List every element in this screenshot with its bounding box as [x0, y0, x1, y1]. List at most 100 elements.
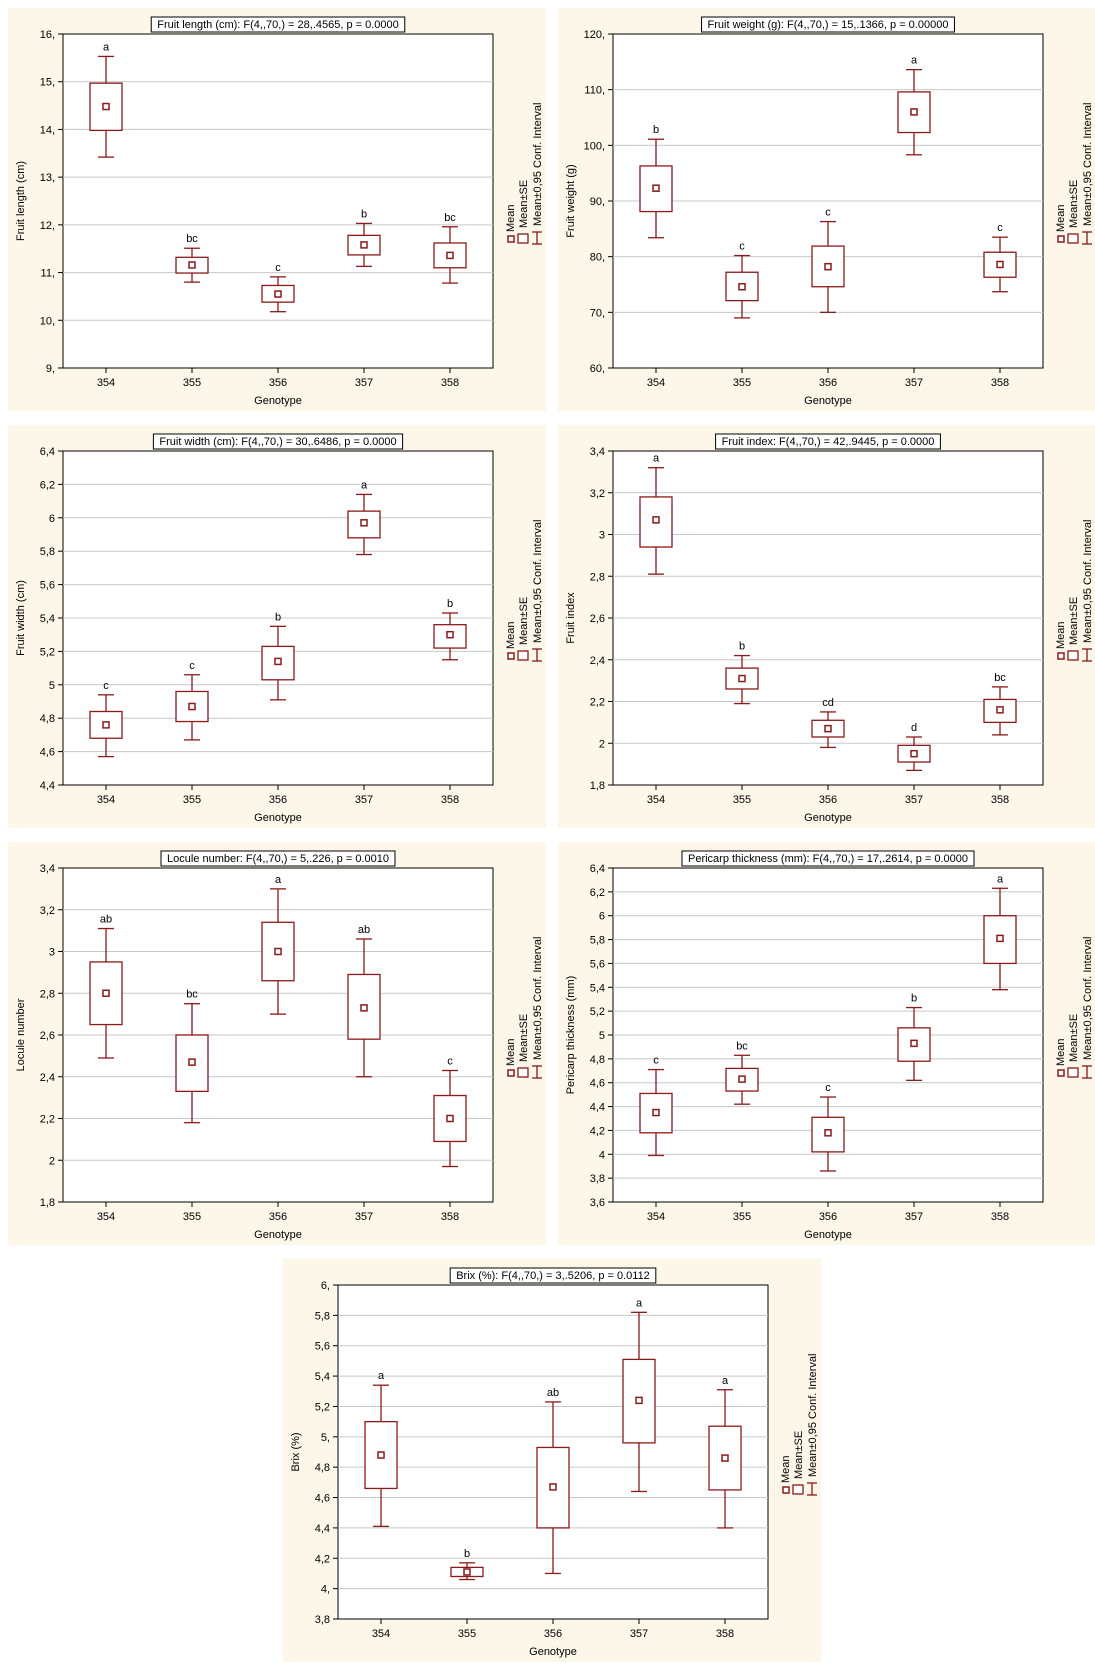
box-357: b [897, 993, 931, 1081]
legend-se-marker [517, 233, 529, 244]
x-tick-label: 357 [905, 794, 923, 806]
y-axis-label: Fruit width (cm) [15, 580, 27, 656]
x-tick-label: 356 [544, 1628, 562, 1640]
legend-ci-label: Mean±0,95 Conf. Interval [1082, 103, 1094, 226]
mean-marker [738, 282, 746, 291]
box-354: ab [89, 914, 123, 1059]
box-358: a [708, 1375, 742, 1529]
box-358: a [983, 873, 1017, 991]
y-tick-label: 80, [590, 252, 605, 264]
group-letter: a [653, 453, 660, 465]
y-tick-label: 16, [40, 29, 55, 41]
y-tick-label: 2,6 [40, 1030, 55, 1042]
y-tick-label: 2,2 [40, 1114, 55, 1126]
x-tick-label: 358 [991, 794, 1009, 806]
box-358: b [433, 598, 467, 661]
y-tick-label: 2,4 [590, 655, 605, 667]
y-tick-label: 6,2 [590, 887, 605, 899]
mean-marker [188, 702, 196, 711]
y-tick-label: 110, [584, 85, 605, 97]
y-axis-label: Fruit weight (g) [565, 164, 577, 237]
se-box [89, 710, 123, 739]
chart-title: Pericarp thickness (mm): F(4,,70,) = 17,… [688, 853, 968, 865]
y-tick-label: 4,2 [315, 1553, 330, 1565]
mean-marker [996, 260, 1004, 269]
group-letter: c [997, 222, 1003, 234]
mean-marker [721, 1454, 729, 1462]
group-letter: bc [186, 233, 198, 245]
chart-title-box [152, 433, 404, 450]
y-axis-label: Fruit index [565, 592, 577, 644]
box-354: b [639, 124, 673, 239]
y-tick-label: 4,6 [40, 747, 55, 759]
legend: Mean Mean±SE Mean±0,95 Conf. Interval [505, 520, 544, 662]
y-tick-label: 3,2 [40, 905, 55, 917]
group-letter: bc [444, 212, 456, 224]
box-356: b [261, 611, 295, 701]
x-tick-label: 354 [647, 794, 665, 806]
box-354: a [639, 453, 673, 575]
group-letter: b [653, 124, 659, 136]
chart-title-box [715, 433, 941, 450]
x-tick-label: 354 [97, 794, 115, 806]
x-axis-label: Genotype [804, 812, 852, 824]
legend-se-marker [792, 1484, 804, 1495]
box-356: c [261, 262, 295, 313]
mean-marker [102, 721, 110, 729]
mean-marker [360, 241, 368, 249]
y-tick-label: 6, [321, 1280, 330, 1292]
legend-se-marker [517, 1067, 529, 1078]
group-letter: c [275, 262, 281, 274]
y-tick-label: 3,4 [40, 863, 55, 875]
mean-marker [446, 1114, 454, 1123]
y-tick-label: 5,6 [315, 1341, 330, 1353]
se-box [811, 245, 845, 288]
x-tick-label: 357 [905, 1211, 923, 1223]
x-tick-label: 354 [372, 1628, 390, 1640]
box-356: c [811, 1082, 845, 1172]
x-tick-label: 358 [441, 377, 459, 389]
legend-mean-marker [507, 235, 515, 243]
mean-marker [652, 184, 660, 192]
mean-marker [360, 1004, 368, 1012]
group-letter: b [361, 208, 367, 220]
mean-marker [635, 1396, 643, 1405]
y-tick-label: 4,4 [40, 780, 55, 792]
box-357: a [622, 1297, 656, 1493]
x-tick-label: 355 [183, 1211, 201, 1223]
x-tick-label: 355 [733, 1211, 751, 1223]
mean-marker [274, 947, 282, 956]
mean-marker [274, 290, 282, 298]
y-tick-label: 5,8 [315, 1310, 330, 1322]
group-letter: ab [358, 924, 370, 936]
x-tick-label: 357 [630, 1628, 648, 1640]
x-axis-label: Genotype [804, 395, 852, 407]
box-357: b [347, 208, 381, 268]
chart-svg: 1,8 2 2,2 2,4 2,6 2,8 3 3,2 3,4 354 355 356 357 358 Ge… [15, 850, 544, 1241]
y-tick-label: 4,8 [40, 713, 55, 725]
mean-marker [652, 1108, 660, 1117]
group-letter: a [103, 41, 110, 53]
legend-mean-label: Mean [1055, 204, 1067, 232]
y-tick-label: 6,4 [590, 863, 605, 875]
legend-mean-marker [507, 652, 515, 660]
box-355: bc [175, 989, 209, 1124]
legend: Mean Mean±SE Mean±0,95 Conf. Interval [1055, 520, 1094, 662]
x-tick-label: 355 [733, 377, 751, 389]
group-letter: a [361, 479, 368, 491]
y-axis-label: Locule number [15, 998, 27, 1071]
y-tick-label: 2,4 [40, 1072, 55, 1084]
mean-marker [377, 1451, 385, 1459]
y-tick-label: 3,8 [315, 1614, 330, 1626]
chart-title: Locule number: F(4,,70,) = 5,.226, p = 0… [167, 853, 389, 865]
chart-title: Brix (%): F(4,,70,) = 3,.5206, p = 0.011… [456, 1270, 650, 1282]
y-tick-label: 5,8 [590, 935, 605, 947]
y-tick-label: 1,8 [590, 780, 605, 792]
y-axis-label: Brix (%) [290, 1432, 302, 1471]
legend: Mean Mean±SE Mean±0,95 Conf. Interval [505, 937, 544, 1079]
y-tick-label: 5,6 [40, 580, 55, 592]
x-tick-label: 355 [458, 1628, 476, 1640]
chart-svg: 3,8 4, 4,2 4,4 4,6 4,8 5, 5,2 5,4 5,6 5,8 6, 354 355 3… [290, 1267, 819, 1658]
group-letter: a [997, 873, 1004, 885]
y-tick-label: 3,8 [590, 1173, 605, 1185]
